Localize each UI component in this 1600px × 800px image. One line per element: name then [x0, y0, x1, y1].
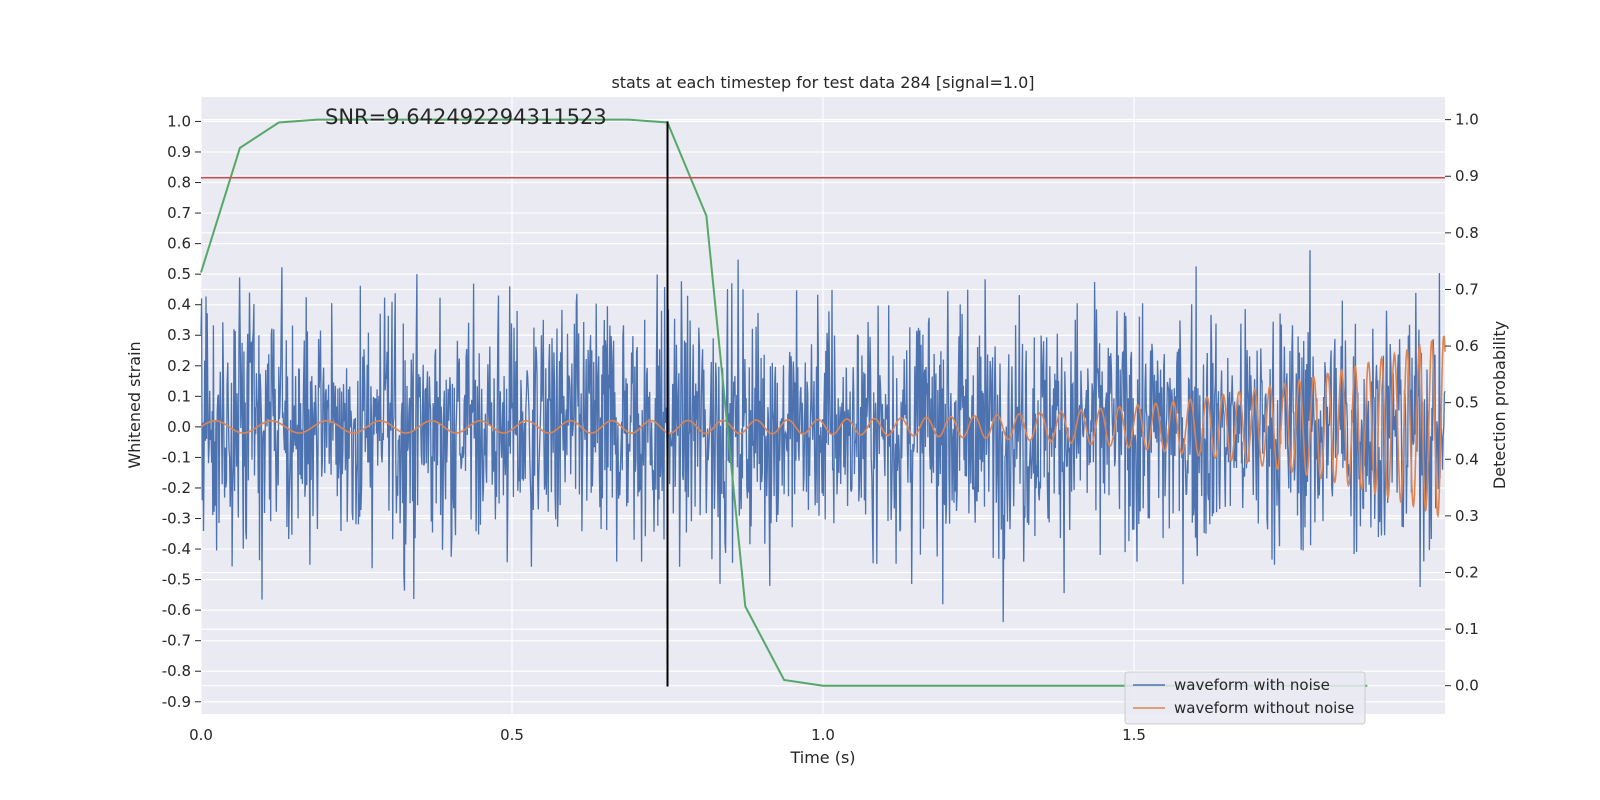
y2-tick-label: 0.5: [1455, 394, 1479, 412]
chart-title: stats at each timestep for test data 284…: [611, 73, 1034, 92]
y-tick-label: 0.7: [167, 204, 191, 222]
y2-axis-label: Detection probability: [1490, 321, 1509, 489]
y-axis-ticks: 1.0 0.9 0.8 0.7 0.6 0.5 0.4 0.3 0.2 0.1 0.0 -0.1 -0.…: [162, 112, 201, 711]
y-tick-label: -0.2: [162, 479, 191, 497]
y-tick-label: 0.0: [167, 418, 191, 436]
y2-tick-label: 0.0: [1455, 677, 1479, 695]
y2-tick-label: 0.7: [1455, 280, 1479, 298]
x-axis-label: Time (s): [789, 748, 855, 767]
y-tick-label: -0.5: [162, 571, 191, 589]
y2-tick-label: 1.0: [1455, 111, 1479, 129]
y-tick-label: -0.3: [162, 510, 191, 528]
y-tick-label: -0.6: [162, 601, 191, 619]
x-tick-label: 0.5: [500, 726, 524, 744]
y-tick-label: 0.6: [167, 235, 191, 253]
y2-tick-label: 0.4: [1455, 450, 1479, 468]
y2-tick-label: 0.1: [1455, 620, 1479, 638]
y-tick-label: 0.5: [167, 265, 191, 283]
reference-lines: [201, 121, 1445, 687]
y2-tick-label: 0.8: [1455, 224, 1479, 242]
y-tick-label: 0.2: [167, 357, 191, 375]
y-tick-label: 0.9: [167, 143, 191, 161]
x-axis-ticks: 0.0 0.5 1.0 1.5: [189, 726, 1146, 744]
y-tick-label: 1.0: [167, 112, 191, 130]
y-tick-label: -0.1: [162, 448, 191, 466]
snr-annotation: SNR=9.642492294311523: [325, 105, 607, 129]
y-tick-label: 0.8: [167, 174, 191, 192]
y2-tick-label: 0.9: [1455, 167, 1479, 185]
x-tick-label: 0.0: [189, 726, 213, 744]
y-tick-label: -0.9: [162, 693, 191, 711]
x-tick-label: 1.5: [1122, 726, 1146, 744]
y-tick-label: 0.3: [167, 326, 191, 344]
y-tick-label: -0.7: [162, 632, 191, 650]
y2-tick-label: 0.3: [1455, 507, 1479, 525]
y-tick-label: -0.8: [162, 662, 191, 680]
y2-tick-label: 0.2: [1455, 563, 1479, 581]
y-tick-label: 0.1: [167, 387, 191, 405]
legend-label-clean: waveform without noise: [1174, 699, 1354, 717]
legend: waveform with noise waveform without noi…: [1124, 671, 1366, 725]
series-waveform-without-noise: [200, 335, 1446, 519]
y-tick-label: 0.4: [167, 296, 191, 314]
x-tick-label: 1.0: [811, 726, 835, 744]
y-tick-label: -0.4: [162, 540, 191, 558]
y2-axis-ticks: 1.0 0.9 0.8 0.7 0.6 0.5 0.4 0.3 0.2 0.1 0.0: [1445, 111, 1479, 695]
legend-label-noise: waveform with noise: [1174, 676, 1330, 694]
legend-frame: [1124, 671, 1366, 725]
y2-tick-label: 0.6: [1455, 337, 1479, 355]
y-axis-label: Whitened strain: [125, 341, 144, 468]
